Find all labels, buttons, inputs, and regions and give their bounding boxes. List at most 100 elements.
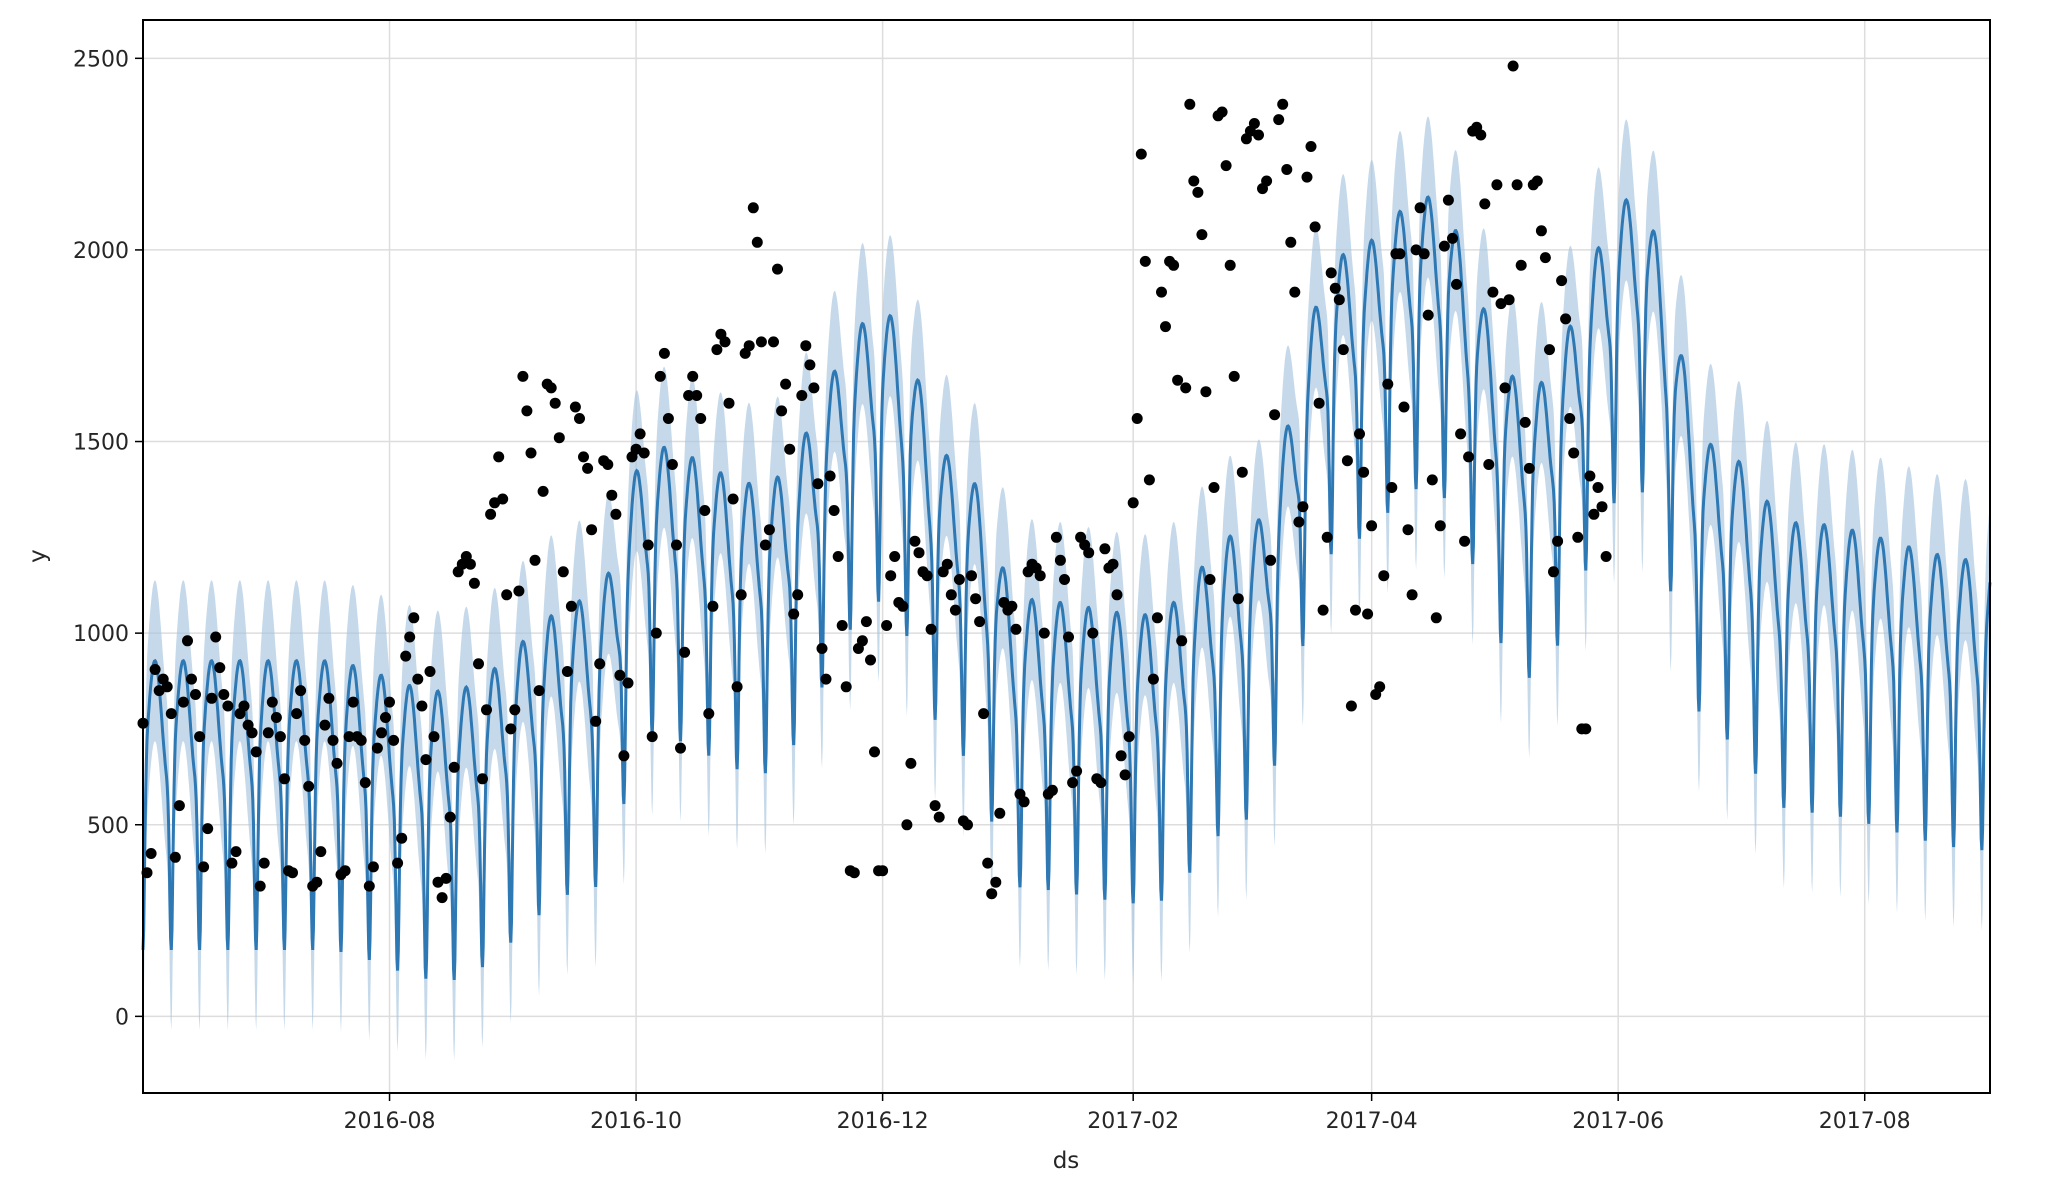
observed-point [279, 773, 290, 785]
observed-point [1451, 278, 1462, 290]
observed-point [359, 777, 371, 789]
observed-point [250, 746, 262, 758]
observed-point [1358, 466, 1370, 478]
observed-point [869, 746, 880, 758]
observed-point [796, 390, 808, 401]
observed-point [1087, 627, 1099, 639]
observed-point [371, 742, 383, 754]
observed-point [586, 524, 598, 536]
observed-point [331, 757, 343, 769]
observed-point [1418, 248, 1430, 260]
observed-point [1204, 574, 1216, 585]
observed-point [481, 704, 492, 716]
observed-point [254, 880, 266, 892]
observed-point [1208, 482, 1220, 493]
observed-point [400, 650, 412, 662]
observed-point [816, 643, 828, 654]
observed-point [1168, 259, 1180, 271]
observed-point [1499, 382, 1511, 394]
observed-point [173, 800, 185, 812]
observed-point [315, 846, 327, 858]
observed-point [1422, 309, 1434, 321]
observed-point [420, 754, 432, 766]
observed-point [473, 658, 484, 670]
observed-point [222, 700, 234, 712]
observed-point [404, 631, 416, 643]
observed-point [1354, 428, 1365, 440]
observed-point [1289, 286, 1301, 298]
observed-point [582, 462, 594, 474]
x-tick-label: 2016-12 [837, 1109, 929, 1134]
observed-point [901, 819, 913, 831]
observed-point [1293, 516, 1305, 528]
observed-point [553, 432, 565, 444]
observed-point [1455, 428, 1467, 440]
observed-point [1301, 171, 1313, 183]
observed-point [1406, 589, 1418, 601]
observed-point [367, 861, 379, 873]
observed-point [1143, 474, 1155, 486]
observed-point [836, 620, 848, 631]
observed-point [747, 202, 759, 214]
observed-point [274, 731, 286, 743]
observed-point [1596, 501, 1608, 513]
observed-point [574, 413, 585, 424]
observed-point [1447, 232, 1458, 244]
uncertainty-band-area [143, 116, 1990, 1061]
observed-point [1366, 520, 1378, 532]
observed-point [1531, 175, 1543, 187]
observed-point [1248, 118, 1260, 129]
observed-point [711, 344, 723, 356]
observed-point [1192, 186, 1204, 198]
observed-point [1584, 470, 1596, 482]
observed-point [1503, 294, 1515, 306]
observed-point [1394, 248, 1406, 260]
observed-point [545, 382, 557, 394]
forecast-line-path [141, 195, 1992, 980]
observed-point [832, 551, 844, 562]
y-axis-label: y [25, 549, 51, 563]
observed-point [788, 608, 800, 620]
observed-point [1067, 777, 1079, 789]
observed-point [662, 413, 674, 424]
observed-point [1180, 382, 1192, 394]
observed-point [1139, 255, 1151, 267]
observed-point [287, 867, 298, 879]
observed-point [1564, 413, 1576, 424]
observed-point [1317, 604, 1329, 616]
observed-point [1426, 474, 1438, 486]
observed-point [1305, 141, 1317, 152]
observed-point [772, 263, 783, 275]
observed-point [214, 662, 226, 674]
observed-point [614, 669, 626, 681]
observed-point [751, 236, 763, 248]
observed-point [1398, 401, 1410, 413]
observed-point [1544, 344, 1555, 356]
observed-point [1382, 378, 1394, 390]
observed-point [1374, 681, 1386, 693]
observed-point [327, 734, 339, 746]
observed-point [1515, 259, 1527, 271]
observed-point [1156, 286, 1167, 298]
observed-point [1123, 731, 1135, 743]
observed-point [719, 336, 731, 348]
observed-point [190, 689, 201, 700]
observed-point [1313, 397, 1325, 409]
observed-point [525, 447, 537, 459]
observed-point [654, 370, 666, 382]
observed-point [784, 443, 796, 455]
observed-point [1483, 459, 1495, 470]
observed-point [416, 700, 428, 712]
observed-point [1232, 593, 1244, 605]
observed-point [270, 712, 282, 723]
observed-point [339, 865, 351, 877]
observed-point [262, 727, 274, 739]
observed-point [1539, 252, 1551, 264]
observed-point [376, 727, 387, 739]
observed-point [238, 700, 250, 712]
observed-point [1273, 114, 1285, 126]
observed-point [808, 382, 820, 394]
observed-point [1386, 482, 1398, 493]
observed-point [780, 378, 792, 390]
observed-point [1329, 282, 1341, 294]
